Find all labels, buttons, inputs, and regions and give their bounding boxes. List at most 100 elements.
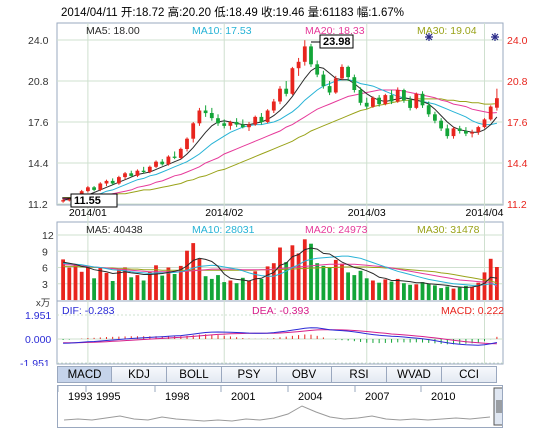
volume-value: 61183 — [322, 7, 354, 19]
volume-bar — [439, 288, 443, 300]
price-tick-left-label: 17.6 — [28, 117, 49, 129]
volume-bar — [240, 277, 245, 300]
candle-body — [166, 156, 171, 165]
price-tick-left-label: 20.8 — [28, 76, 49, 88]
candle-body — [271, 101, 276, 111]
change-value: 1.67% — [371, 7, 405, 19]
candle-body — [92, 187, 96, 190]
candle-body — [160, 161, 165, 165]
tab-cci[interactable]: CCI — [442, 366, 497, 383]
candle-body — [346, 66, 350, 78]
volume-tick-label: 12 — [42, 230, 54, 242]
volume-bar — [110, 281, 115, 300]
high-marker-box — [319, 34, 354, 49]
candle-body — [495, 98, 499, 108]
volume-bar — [426, 283, 431, 301]
candle-body — [203, 110, 208, 114]
candle-body — [315, 64, 320, 75]
volume-bar — [464, 285, 468, 300]
volume-bar — [364, 278, 369, 300]
price-tick-left-label: 11.2 — [28, 199, 48, 211]
volume-bar — [296, 253, 301, 300]
volume-bar — [346, 272, 350, 300]
low-marker: 11.55 — [62, 193, 118, 208]
volume-bar — [358, 270, 363, 301]
volume-bar — [197, 258, 202, 300]
volume-bar — [488, 258, 493, 300]
crosshair-icon-right[interactable] — [491, 33, 499, 41]
high-label: 高: — [167, 7, 183, 19]
price-ma30-legend: MA30: 19.04 — [417, 25, 477, 37]
tab-wvad[interactable]: WVAD — [387, 366, 442, 383]
tab-kdj[interactable]: KDJ — [112, 366, 167, 383]
volume-bar — [73, 264, 78, 301]
candle-body — [129, 173, 134, 176]
volume-bar — [408, 284, 412, 300]
volume-bar — [402, 283, 406, 300]
candle-body — [364, 102, 369, 107]
candle-body — [290, 68, 295, 94]
candle-body — [178, 148, 183, 158]
tab-rsi[interactable]: RSI — [332, 366, 387, 383]
volume-bar — [166, 267, 171, 300]
stock-chart[interactable]: 11.2 11.2 14.4 14.4 17.6 17.6 20.8 20.8 24.0 24.0… — [0, 0, 533, 366]
candle-body — [352, 77, 357, 90]
timeline-year-label: 1998 — [165, 391, 189, 403]
volume-moving-averages — [63, 247, 498, 289]
axis-labels: 11.2 11.2 14.4 14.4 17.6 17.6 20.8 20.8 24.0 24.0… — [20, 35, 528, 366]
candle-body — [191, 123, 196, 139]
macd-dif-line — [63, 327, 497, 346]
candle-body — [445, 128, 450, 137]
volume-bars — [61, 239, 499, 301]
tab-obv[interactable]: OBV — [277, 366, 332, 383]
date-tick-label: 2014/03 — [348, 207, 386, 219]
candle-body — [377, 97, 381, 105]
tab-macd[interactable]: MACD — [57, 366, 112, 383]
volume-ma5-line — [63, 247, 497, 289]
price-tick-right-label: 11.2 — [507, 199, 527, 211]
candle-body — [302, 46, 307, 62]
macd-tick-label: -1.951 — [20, 358, 50, 366]
crosshair-icon[interactable] — [425, 33, 433, 41]
volume-bar — [79, 271, 84, 300]
candle-body — [67, 199, 72, 201]
volume-ma10-legend: MA10: 28031 — [192, 224, 255, 236]
volume-bar — [383, 279, 388, 300]
candle-body — [296, 61, 301, 69]
timeline-scroll-handle[interactable] — [493, 387, 502, 426]
high-marker-label: 23.98 — [323, 36, 351, 48]
volume-ma30-legend: MA30: 31478 — [417, 224, 480, 236]
candle-body — [451, 128, 456, 137]
timeline-navigator[interactable]: 1993 1995 1998 2001 2004 2007 2010 — [57, 385, 503, 428]
close-label: 收: — [260, 7, 276, 19]
candle-body — [439, 120, 443, 129]
candle-body — [433, 114, 437, 121]
tab-boll[interactable]: BOLL — [167, 366, 222, 383]
volume-bar — [476, 282, 481, 300]
price-tick-right-label: 20.8 — [507, 76, 528, 88]
volume-bar — [445, 286, 450, 300]
date-tick-label: 2014/01 — [69, 207, 107, 219]
volume-bar — [67, 267, 72, 300]
candle-body — [197, 110, 202, 124]
timeline-svg: 1993 1995 1998 2001 2004 2007 2010 — [58, 386, 502, 426]
volume-bar — [457, 287, 462, 300]
volume-bar — [253, 271, 258, 300]
tab-psy[interactable]: PSY — [222, 366, 277, 383]
candle-body — [358, 90, 363, 103]
volume-bar — [172, 274, 177, 300]
timeline-year-label: 2007 — [365, 391, 389, 403]
volume-bar — [160, 275, 165, 300]
candle-body — [98, 183, 103, 190]
volume-bar — [191, 243, 196, 300]
volume-tick-label: 9 — [42, 246, 48, 258]
timeline-year-label: 2004 — [298, 391, 322, 403]
timeline-year-label: 1993 — [68, 391, 92, 403]
candle-body — [154, 161, 158, 167]
candle-body — [234, 122, 239, 125]
macd-dea-line — [63, 329, 497, 345]
high-marker: 23.98 — [311, 34, 354, 49]
price-tick-right-label: 17.6 — [507, 117, 528, 129]
volume-bar — [135, 275, 140, 300]
price-tick-left-label: 14.4 — [28, 158, 49, 170]
